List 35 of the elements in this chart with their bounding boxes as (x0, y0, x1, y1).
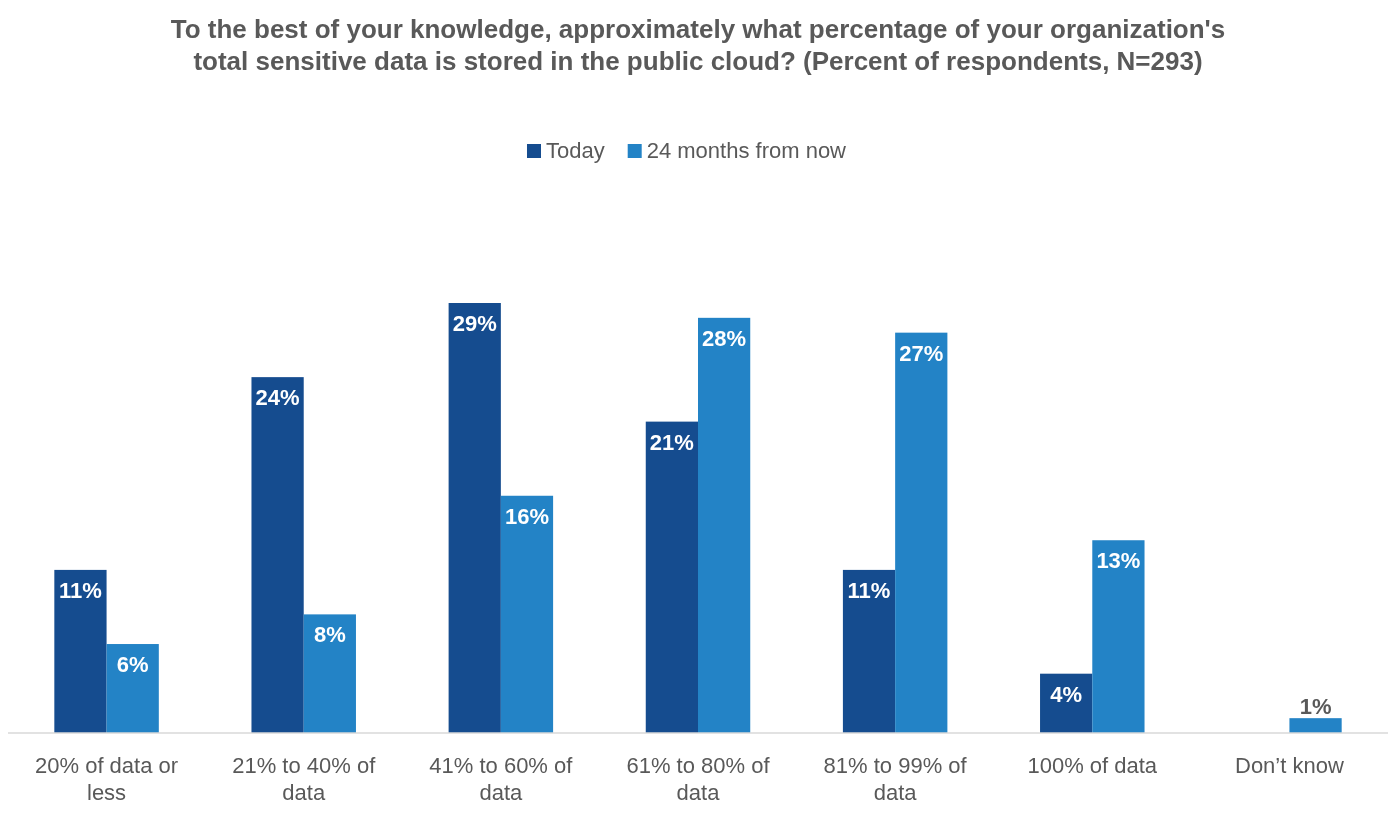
x-tick-label: 21% to 40% of data (232, 753, 377, 805)
bar (106, 644, 159, 733)
data-label: 8% (313, 622, 346, 648)
data-label: 11% (847, 577, 891, 603)
legend-label: Today (545, 138, 605, 163)
x-tick-label: 81% to 99% of data (823, 753, 968, 805)
data-label: 24% (255, 385, 300, 411)
bar (500, 495, 554, 733)
bar (1092, 540, 1145, 733)
data-label: 27% (899, 340, 944, 366)
data-label: 6% (116, 652, 149, 678)
bar (54, 569, 107, 733)
bar (842, 569, 896, 733)
data-label: 13% (1096, 548, 1141, 574)
x-tick-label: 61% to 80% of data (626, 753, 771, 805)
bar (645, 421, 698, 733)
data-label: 28% (702, 325, 747, 351)
data-label: 21% (649, 429, 694, 455)
bar (448, 303, 501, 733)
data-label: 11% (59, 577, 102, 603)
bar (303, 614, 356, 733)
data-label: 16% (504, 503, 549, 529)
bar (1289, 718, 1342, 733)
chart-title: To the best of your knowledge, approximately what percentage of your organization's total sensitive data is stored in the public cloud? (Percent of respondents, N=293) (170, 14, 1226, 76)
bar (698, 317, 751, 733)
bar (895, 332, 948, 733)
data-label: 29% (452, 311, 497, 336)
data-label: 1% (1299, 694, 1332, 720)
x-tick-label: Don’t know (1235, 753, 1344, 778)
x-tick-label: 20% of data or less (35, 753, 179, 805)
bar (251, 377, 304, 733)
legend-label: 24 months from now (646, 138, 847, 163)
x-tick-label: 100% of data (1027, 753, 1158, 778)
x-tick-label: 41% to 60% of data (429, 753, 574, 805)
data-label: 4% (1050, 681, 1083, 707)
